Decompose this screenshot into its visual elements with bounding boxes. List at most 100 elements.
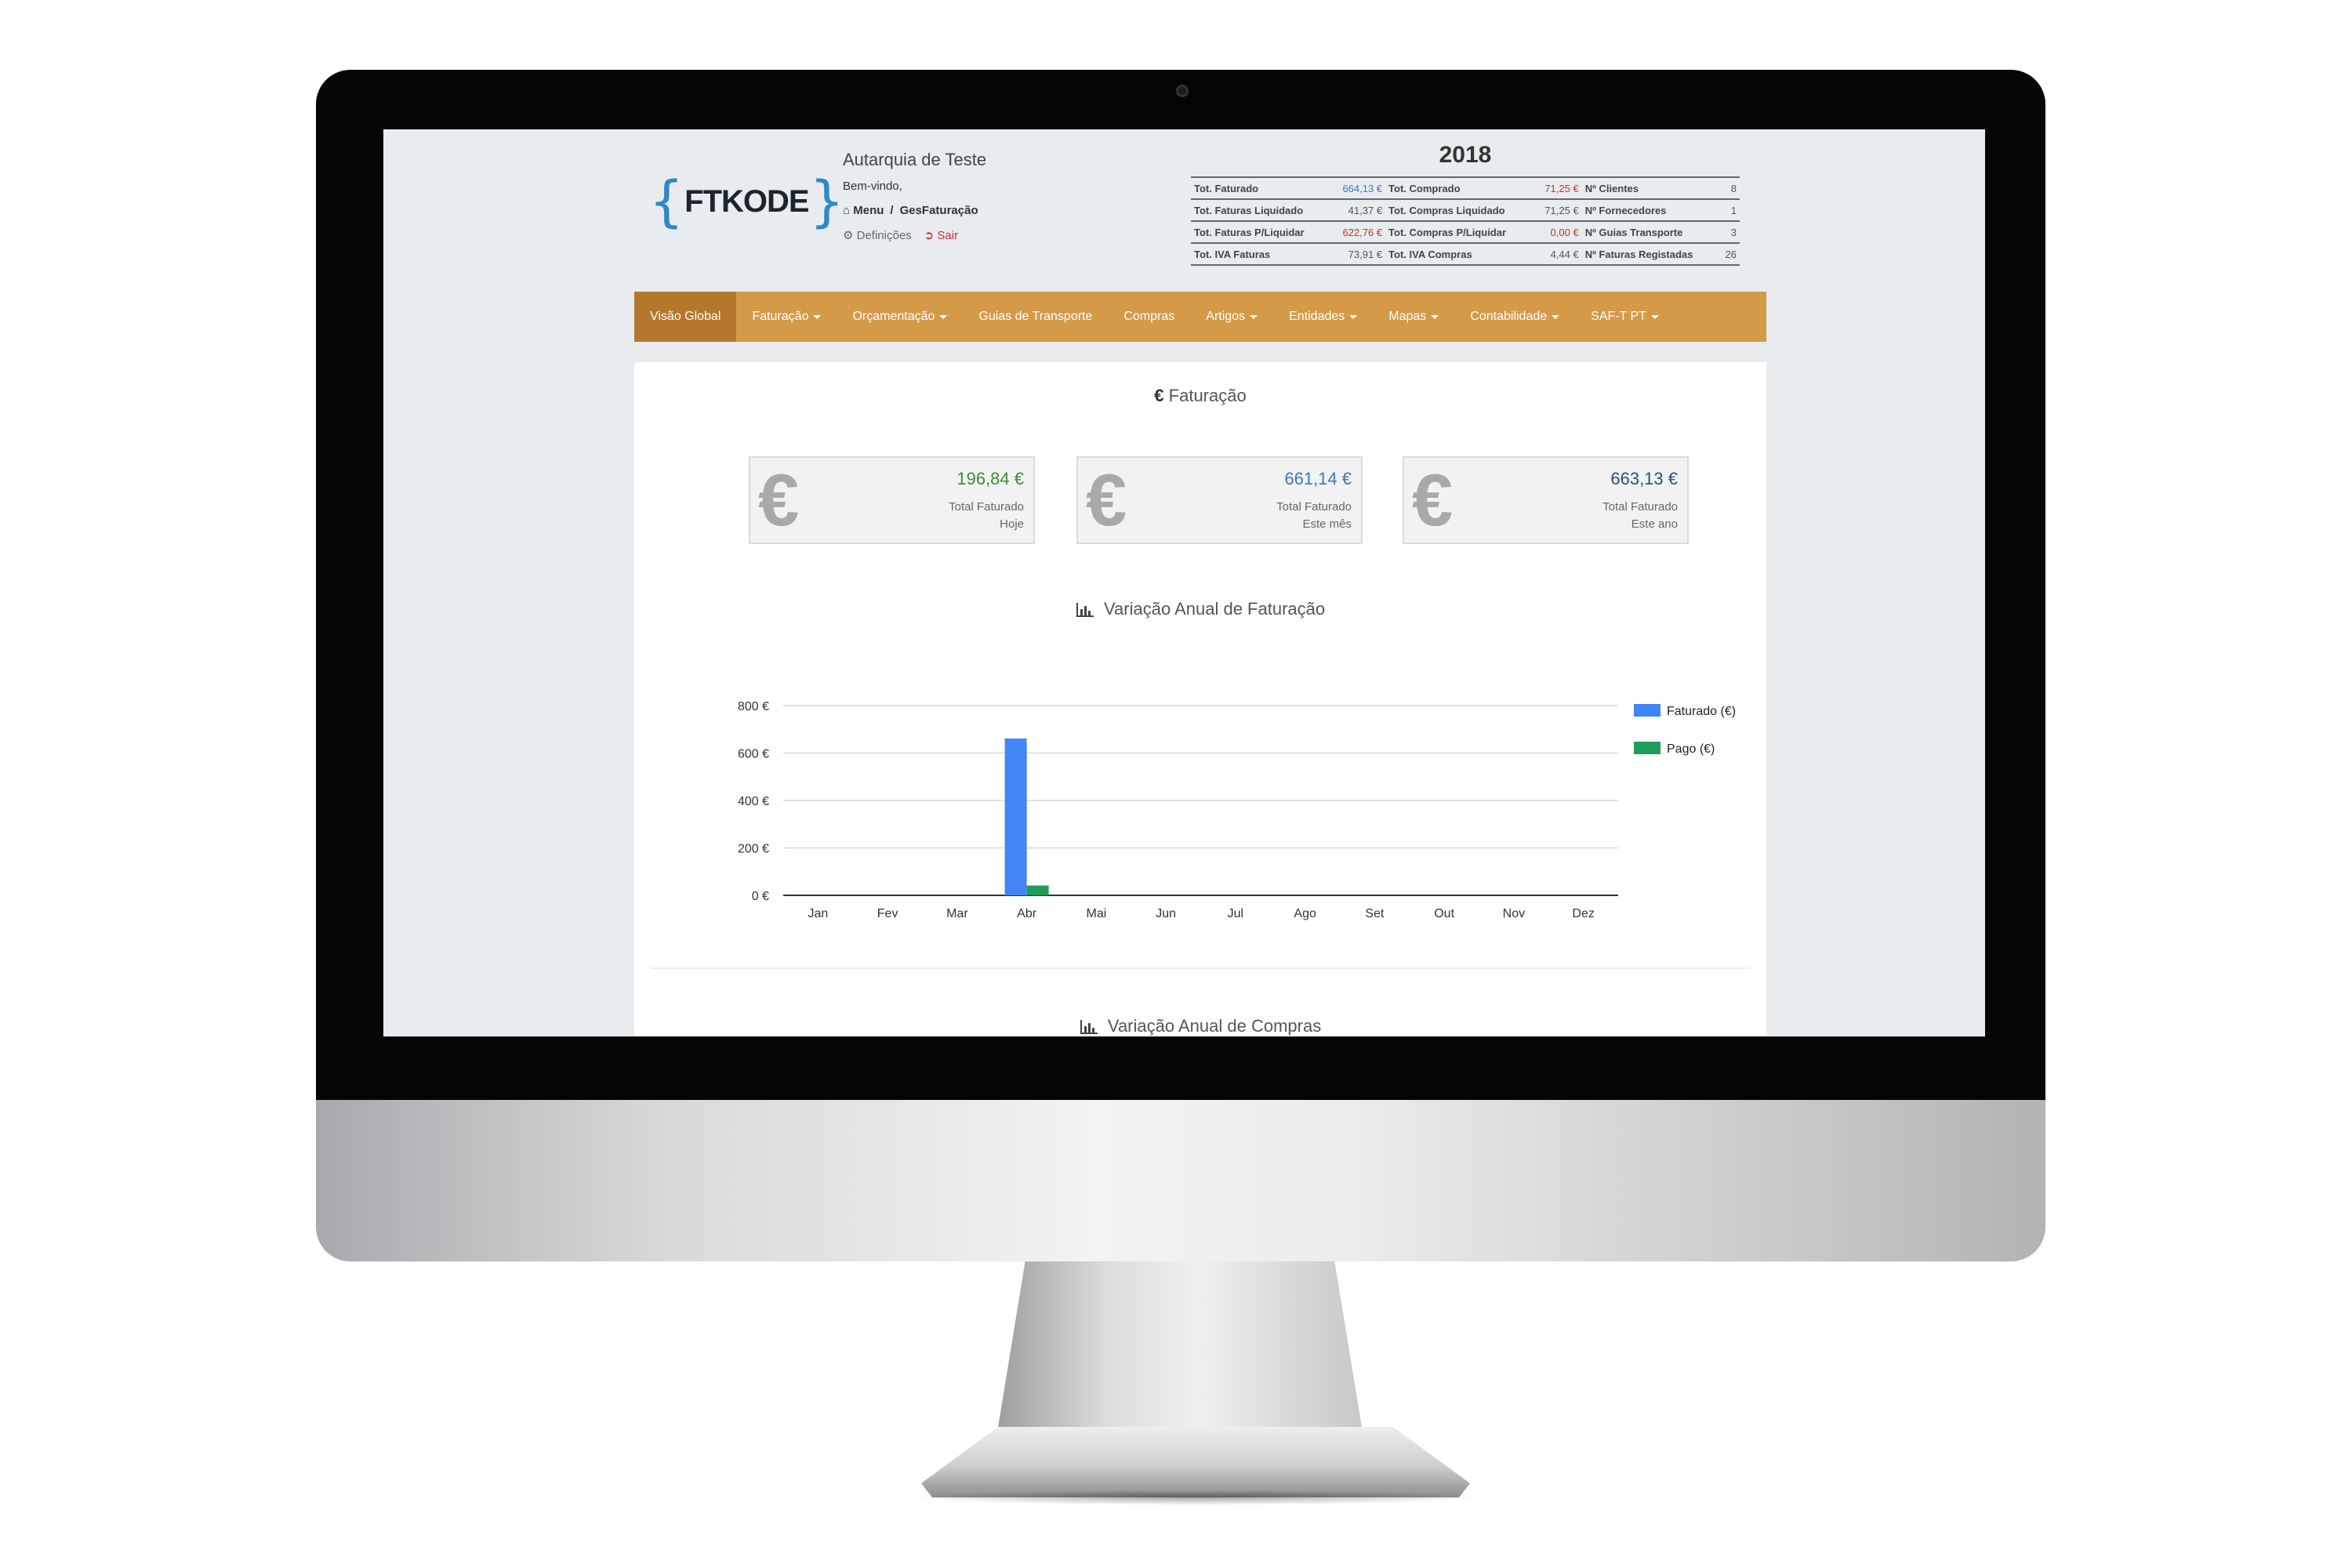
x-tick-label: Ago (1294, 907, 1316, 920)
euro-icon: € (1086, 459, 1127, 541)
euro-icon: € (1412, 459, 1454, 541)
x-tick-label: Jul (1228, 907, 1243, 920)
breadcrumb-menu[interactable]: ⌂ Menu (843, 204, 884, 217)
stat-label: Total Faturado (949, 500, 1024, 514)
main-navbar: Visão Global Faturação Orçamentação Guias d… (634, 292, 1766, 342)
nav-item-saf-t-pt[interactable]: SAF-T PT (1575, 292, 1675, 342)
breadcrumb: ⌂ Menu / GesFaturação (843, 204, 986, 217)
y-tick-label: 600 € (738, 748, 769, 761)
logo-right-brace: } (810, 169, 844, 234)
stat-period: Hoje (1000, 517, 1024, 531)
summary-label: Tot. Compras P/Liquidar (1385, 220, 1534, 243)
legend-swatch-pago (1634, 742, 1661, 754)
stat-value: 196,84 € (956, 469, 1024, 488)
x-tick-label: Mai (1086, 907, 1106, 920)
organization-name: Autarquia de Teste (843, 150, 987, 169)
billing-chart: 0 € 200 € 400 € 600 € 800 € Jan Fev Mar Abr Mai Ju… (705, 684, 1748, 935)
stat-card: €661,14 € Total Faturado Este mês (1076, 456, 1363, 544)
summary-year: 2018 (1439, 142, 1492, 168)
stat-value: 661,14 € (1284, 469, 1352, 488)
summary-value: 73,91 € (1330, 242, 1386, 266)
monitor-stand-shadow (909, 1490, 1482, 1505)
nav-item-label: Mapas (1388, 310, 1427, 323)
y-tick-label: 0 € (752, 890, 769, 903)
summary-value: 3 (1719, 220, 1740, 243)
home-icon: ⌂ (843, 204, 851, 217)
chart-title-label: Variação Anual de Faturação (1104, 599, 1326, 619)
caret-down-icon (1650, 314, 1659, 319)
nav-item-artigos[interactable]: Artigos (1190, 292, 1273, 342)
x-tick-label: Mar (946, 907, 968, 920)
euro-icon: € (758, 459, 800, 541)
summary-label: Tot. IVA Faturas (1191, 242, 1330, 266)
monitor-stand-base (921, 1427, 1470, 1497)
summary-panel: 2018 Tot. Faturado 664,13 € Tot. Comprado 7… (1191, 142, 1740, 266)
summary-row: Tot. Faturas P/Liquidar 622,76 € Tot. Comp… (1191, 220, 1740, 243)
logo[interactable]: { FTKODE } (650, 169, 844, 234)
bar-pago (1026, 885, 1049, 895)
breadcrumb-app[interactable]: GesFaturação (899, 204, 978, 217)
euro-icon: € (1154, 386, 1164, 405)
x-tick-label: Out (1434, 907, 1454, 920)
summary-label: Tot. Faturas Liquidado (1191, 198, 1330, 221)
logout-icon: ➲ (924, 229, 935, 242)
stat-card: €196,84 € Total Faturado Hoje (749, 456, 1035, 544)
legend-swatch-faturado (1634, 704, 1661, 717)
summary-row: Tot. Faturado 664,13 € Tot. Comprado 71,25 … (1191, 176, 1740, 199)
user-links: ⚙ Definições ➲ Sair (843, 228, 986, 242)
summary-value: 71,25 € (1534, 198, 1582, 221)
nav-item-vis-o-global[interactable]: Visão Global (634, 292, 737, 342)
summary-value: 71,25 € (1534, 176, 1582, 199)
section-divider (650, 967, 1751, 969)
nav-item-compras[interactable]: Compras (1108, 292, 1190, 342)
caret-down-icon (1349, 314, 1358, 319)
nav-item-guias-de-transporte[interactable]: Guias de Transporte (963, 292, 1108, 342)
summary-value: 664,13 € (1330, 176, 1386, 199)
x-tick-label: Set (1365, 907, 1385, 920)
summary-value: 4,44 € (1534, 242, 1582, 266)
x-tick-label: Abr (1017, 907, 1037, 920)
stat-label: Total Faturado (1602, 500, 1678, 514)
summary-value: 0,00 € (1534, 220, 1582, 243)
caret-down-icon (1250, 314, 1258, 319)
bar-chart-icon (1080, 1020, 1098, 1035)
nav-item-entidades[interactable]: Entidades (1273, 292, 1373, 342)
logo-left-brace: { (650, 169, 684, 234)
nav-item-label: SAF-T PT (1591, 310, 1646, 323)
summary-label: Nº Guias Transporte (1581, 220, 1719, 243)
screen: { FTKODE } Autarquia de Teste Bem-vindo,… (383, 129, 1985, 1036)
settings-link[interactable]: ⚙ Definições (843, 228, 912, 242)
y-tick-label: 400 € (738, 795, 769, 808)
x-tick-label: Fev (877, 907, 898, 920)
nav-item-fatura-o[interactable]: Faturação (736, 292, 837, 342)
summary-value: 26 (1719, 242, 1740, 266)
purchases-title-label: Variação Anual de Compras (1107, 1016, 1322, 1036)
billing-title-label: Faturação (1168, 386, 1247, 405)
summary-value: 1 (1719, 198, 1740, 221)
stat-value: 663,13 € (1610, 469, 1678, 488)
nav-item-contabilidade[interactable]: Contabilidade (1454, 292, 1575, 342)
logout-label: Sair (937, 229, 959, 242)
logo-text: FTKODE (684, 183, 809, 219)
monitor-stand-neck (996, 1261, 1364, 1442)
summary-value: 622,76 € (1330, 220, 1386, 243)
stat-label-block: Total Faturado Hoje (949, 499, 1024, 533)
chart-title: Variação Anual de Faturação (634, 599, 1766, 619)
caret-down-icon (1431, 314, 1439, 319)
logout-link[interactable]: ➲ Sair (924, 228, 958, 242)
summary-label: Tot. Comprado (1385, 176, 1534, 199)
nav-item-label: Guias de Transporte (978, 310, 1093, 323)
summary-label: Tot. Faturado (1191, 176, 1330, 199)
org-block: Autarquia de Teste Bem-vindo, ⌂ Menu / G… (843, 150, 986, 242)
x-tick-label: Nov (1503, 907, 1525, 920)
caret-down-icon (939, 314, 948, 319)
nav-item-label: Faturação (752, 310, 809, 323)
caret-down-icon (813, 314, 822, 319)
summary-label: Tot. Compras Liquidado (1385, 198, 1534, 221)
nav-item-or-amenta-o[interactable]: Orçamentação (837, 292, 963, 342)
settings-label: Definições (856, 229, 912, 242)
summary-label: Tot. IVA Compras (1385, 242, 1534, 266)
summary-label: Nº Faturas Registadas (1581, 242, 1719, 266)
summary-value: 8 (1719, 176, 1740, 199)
nav-item-mapas[interactable]: Mapas (1373, 292, 1454, 342)
